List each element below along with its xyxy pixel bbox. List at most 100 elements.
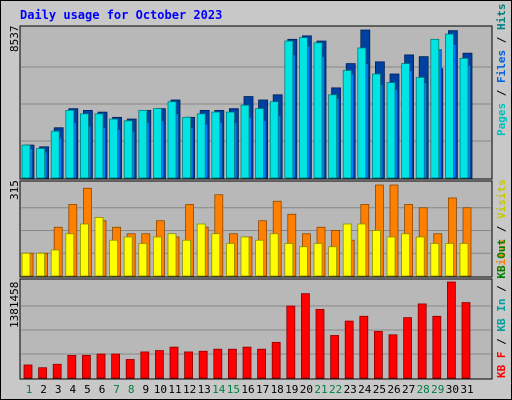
kb-f-bar-day-18 (271, 341, 281, 379)
panel1-legend: Pages / Files / Hits (495, 4, 508, 137)
visits-bar-day-23 (342, 223, 352, 277)
visits-bar-day-29 (430, 243, 440, 277)
visits-bar-day-25 (371, 230, 381, 277)
visits-bar-day-9 (138, 243, 148, 277)
visits-bar-day-24 (357, 223, 367, 277)
visits-bar-day-30 (444, 243, 454, 277)
visits-bar-day-2 (36, 252, 45, 277)
kb-f-bar-day-26 (388, 334, 398, 379)
kb-f-bar-day-29 (432, 315, 442, 379)
x-label-day-24: 24 (358, 383, 372, 396)
visits-bar-day-6 (94, 217, 104, 277)
kb-f-bar-day-12 (184, 351, 194, 379)
kb-f-bar-day-1 (23, 364, 33, 379)
pages-files-hits-bars (21, 29, 491, 179)
visits-bar-day-5 (80, 223, 89, 277)
kb-f-bar-day-17 (257, 348, 267, 379)
visits-bar-day-17 (255, 239, 265, 277)
hits-bar-day-30 (444, 33, 454, 179)
visits-bar-day-18 (269, 233, 279, 277)
kb-bars (21, 281, 491, 379)
visits-bar-day-19 (284, 243, 294, 277)
hits-bar-day-19 (284, 40, 294, 179)
x-label-day-23: 23 (344, 383, 357, 396)
kb-f-bar-day-27 (403, 317, 413, 379)
visits-bar-day-15 (225, 243, 235, 277)
kb-f-bar-day-11 (169, 346, 179, 379)
legend-kb-f: KB F (495, 352, 508, 379)
panel2-ymax-label: 315 (8, 180, 21, 200)
hits-bar-day-26 (386, 82, 396, 179)
x-label-day-31: 31 (460, 383, 473, 396)
visits-bar-day-14 (211, 233, 221, 277)
kb-f-bar-day-24 (359, 315, 369, 379)
visits-bar-day-22 (328, 246, 338, 277)
hits-bar-day-15 (225, 111, 235, 179)
hits-bar-day-6 (94, 113, 104, 179)
hits-bar-day-12 (182, 116, 192, 179)
x-label-day-20: 20 (300, 383, 313, 396)
visits-bar-day-27 (401, 233, 411, 277)
x-label-day-18: 18 (271, 383, 284, 396)
x-label-day-13: 13 (198, 383, 211, 396)
x-axis-day-labels: 1 2 3 4 5 6 7 8 9 10 11 12 13 14 15 16 17 18 19 20 21 22 23 24 2… (26, 383, 474, 396)
x-label-day-30: 30 (446, 383, 459, 396)
visits-bar-day-26 (386, 236, 396, 277)
hits-bar-day-28 (415, 77, 425, 179)
hits-bar-day-25 (371, 73, 381, 179)
kb-f-bar-day-23 (344, 320, 354, 379)
hits-bar-day-9 (138, 109, 148, 179)
kb-f-bar-day-7 (111, 353, 120, 379)
hits-bar-day-8 (123, 120, 133, 179)
x-label-day-1: 1 (26, 383, 33, 396)
x-label-day-12: 12 (183, 383, 196, 396)
legend-visits: Visits (495, 179, 508, 219)
kb-f-bar-day-3 (52, 363, 62, 379)
hits-bar-day-10 (152, 108, 162, 179)
panel3-legend: KB F / KB In / KB Out (495, 239, 508, 378)
hits-bar-day-3 (50, 130, 60, 179)
hits-bar-day-24 (357, 47, 367, 179)
kb-f-bar-day-2 (38, 367, 47, 379)
kb-f-bar-day-9 (140, 351, 150, 379)
kb-f-bar-day-31 (461, 302, 471, 379)
hits-bar-day-2 (36, 148, 45, 179)
chart-title: Daily usage for October 2023 (20, 8, 222, 22)
kb-f-bar-day-21 (315, 309, 325, 379)
kb-f-bar-day-15 (227, 348, 237, 379)
x-label-day-10: 10 (154, 383, 167, 396)
visits-bar-day-12 (182, 239, 192, 277)
x-label-day-3: 3 (55, 383, 62, 396)
hits-bar-day-4 (65, 109, 75, 179)
hits-bar-day-1 (21, 144, 31, 179)
x-label-day-8: 8 (128, 383, 135, 396)
svg-text:Pages / Files / Hits: Pages / Files / Hits (495, 4, 508, 137)
hits-bar-day-18 (269, 101, 279, 179)
legend-sites: Sites (495, 239, 508, 272)
hits-bar-day-11 (167, 101, 177, 179)
hits-bar-day-22 (328, 94, 338, 179)
x-label-day-6: 6 (99, 383, 106, 396)
legend-kb-out: KB Out (495, 239, 508, 279)
visits-bar-day-3 (50, 249, 60, 277)
visits-bar-day-21 (313, 243, 323, 277)
kb-f-bar-day-10 (154, 350, 164, 379)
visits-bar-day-1 (21, 252, 31, 277)
hits-bar-day-20 (298, 37, 308, 179)
kb-f-bar-day-16 (242, 346, 252, 379)
x-label-day-19: 19 (285, 383, 298, 396)
legend-hits: Hits (495, 4, 508, 31)
x-label-day-14: 14 (212, 383, 226, 396)
hits-bar-day-16 (240, 104, 250, 179)
x-label-day-27: 27 (402, 383, 415, 396)
kb-f-bar-day-30 (446, 281, 456, 379)
svg-text:Sites / Visits: Sites / Visits (495, 179, 508, 272)
hits-bar-day-27 (401, 63, 411, 179)
hits-bar-day-29 (430, 38, 440, 179)
panel2-legend: Sites / Visits (495, 179, 508, 272)
visits-bar-day-7 (109, 239, 118, 277)
kb-f-bar-day-4 (67, 354, 77, 379)
hits-bar-day-21 (313, 42, 323, 179)
x-label-day-11: 11 (168, 383, 181, 396)
kb-f-bar-day-8 (125, 359, 135, 379)
